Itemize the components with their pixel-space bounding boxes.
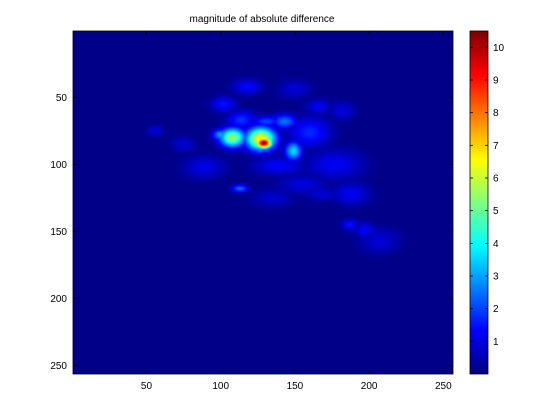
y-tick-label: 50 bbox=[56, 93, 68, 104]
colorbar-tick-label: 9 bbox=[493, 76, 499, 87]
y-tick-label: 200 bbox=[50, 294, 67, 305]
colorbar-tick-label: 1 bbox=[493, 337, 499, 348]
chart-title: magnitude of absolute difference bbox=[190, 14, 335, 25]
x-tick-label: 150 bbox=[287, 381, 304, 392]
colorbar: 1 2 3 4 5 6 7 8 9 10 bbox=[469, 30, 505, 375]
x-axis: 50 100 150 200 250 bbox=[141, 31, 452, 392]
colorbar-frame bbox=[469, 30, 489, 375]
y-axis: 50 100 150 200 250 bbox=[50, 93, 453, 372]
plot-frame bbox=[72, 30, 454, 375]
colorbar-tick-label: 2 bbox=[493, 304, 499, 315]
colorbar-tick-label: 10 bbox=[493, 43, 505, 54]
colorbar-tick-label: 3 bbox=[493, 272, 499, 283]
colorbar-tick-label: 8 bbox=[493, 108, 499, 119]
y-tick-label: 250 bbox=[50, 361, 67, 372]
colorbar-gradient bbox=[470, 31, 488, 374]
x-tick-label: 250 bbox=[435, 381, 452, 392]
colorbar-tick-label: 6 bbox=[493, 174, 499, 185]
x-tick-label: 50 bbox=[141, 381, 153, 392]
x-tick-label: 200 bbox=[361, 381, 378, 392]
heatmap-image bbox=[73, 31, 453, 374]
heatmap-plot-area: 50 100 150 200 250 50 100 150 200 250 bbox=[50, 30, 454, 392]
colorbar-axis: 1 2 3 4 5 6 7 8 9 10 bbox=[470, 43, 505, 348]
colorbar-tick-label: 5 bbox=[493, 206, 499, 217]
colorbar-tick-label: 7 bbox=[493, 141, 499, 152]
colorbar-tick-label: 4 bbox=[493, 239, 499, 250]
y-tick-label: 100 bbox=[50, 160, 67, 171]
x-tick-label: 100 bbox=[212, 381, 229, 392]
y-tick-label: 150 bbox=[50, 227, 67, 238]
